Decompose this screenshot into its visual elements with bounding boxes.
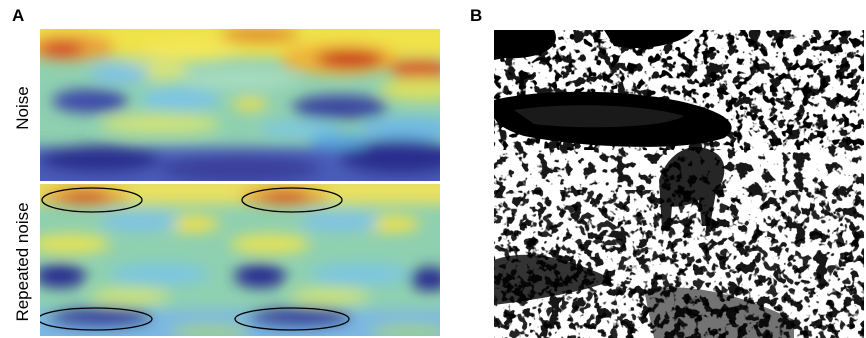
highlight-ellipse	[41, 187, 143, 213]
panel-b-letter: B	[470, 6, 483, 25]
highlight-ellipse	[241, 187, 343, 213]
repeated-noise-heatmap	[40, 184, 440, 336]
binarized-image	[494, 30, 864, 338]
panel-a-letter: A	[12, 6, 25, 25]
highlight-ellipse	[234, 307, 350, 331]
repeated-noise-row-label: Repeated noise	[13, 202, 32, 322]
noise-row-label: Noise	[13, 86, 32, 130]
highlight-ellipse	[40, 307, 153, 331]
noise-heatmap	[40, 29, 440, 181]
